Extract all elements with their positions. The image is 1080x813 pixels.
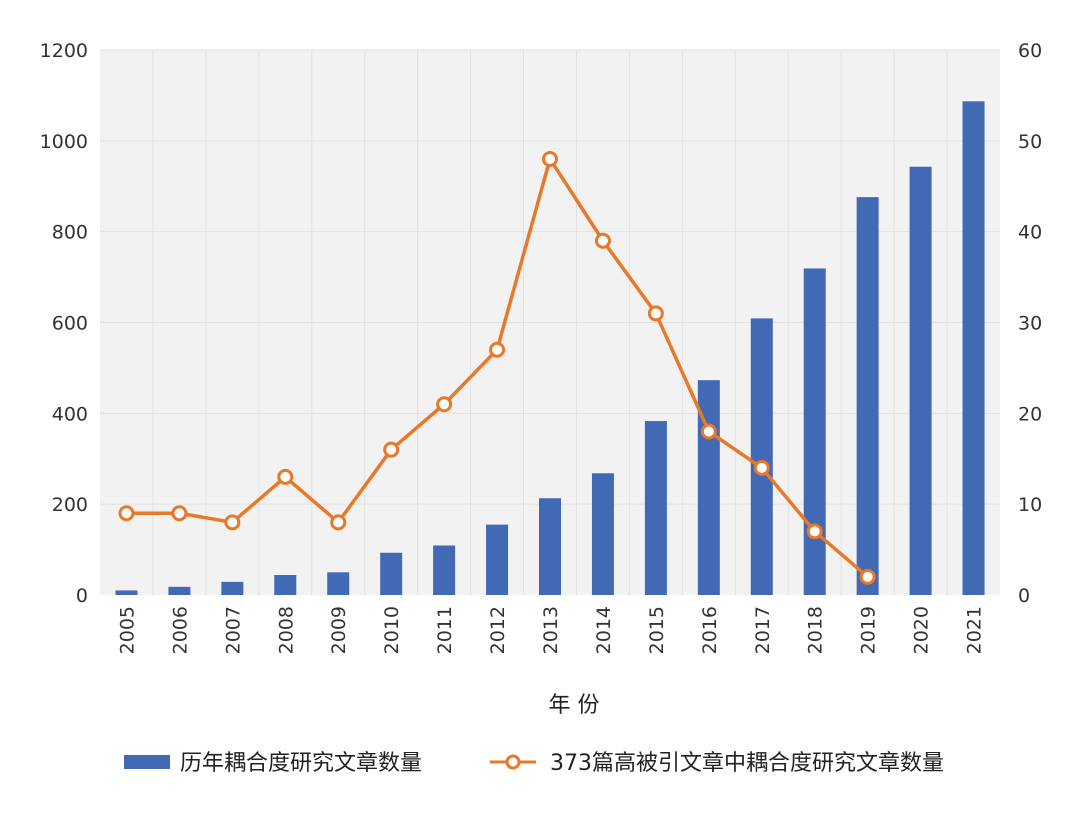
line-point [753, 459, 770, 476]
right-tick-label: 60 [1018, 40, 1042, 62]
line-point [700, 423, 717, 440]
line-point [542, 151, 558, 167]
left-tick-label: 0 [76, 585, 88, 607]
right-tick-label: 0 [1018, 585, 1030, 607]
x-tick-label: 2005 [116, 606, 138, 654]
line-series [118, 151, 876, 585]
right-tick-label: 30 [1018, 313, 1042, 335]
x-tick-label: 2015 [646, 606, 668, 654]
legend-line-marker [505, 754, 521, 770]
left-tick-label: 800 [52, 222, 88, 244]
bar [380, 552, 403, 595]
line-point [171, 505, 188, 522]
x-tick-label: 2013 [540, 606, 562, 654]
x-tick-label: 2012 [487, 606, 509, 654]
x-axis-ticks: 2005 2006 2007 2008 2009 2010 2011 2012 2013 2014… [116, 606, 985, 654]
left-axis-ticks: 0 200 400 600 800 1000 1200 [40, 40, 88, 607]
left-tick-label: 1000 [40, 131, 88, 153]
line-point [859, 568, 876, 585]
line-point [594, 232, 611, 249]
line-point [647, 305, 664, 322]
x-tick-label: 2019 [858, 606, 880, 654]
line-point [277, 468, 294, 485]
bar [539, 498, 561, 595]
bar [644, 421, 667, 595]
legend-line-label: 373篇高被引文章中耦合度研究文章数量 [550, 751, 944, 776]
right-tick-label: 20 [1018, 403, 1042, 425]
x-tick-label: 2011 [434, 606, 456, 654]
legend-bar-swatch [124, 755, 170, 769]
bar [856, 197, 879, 595]
line-point [806, 523, 823, 540]
legend-bar-label: 历年耦合度研究文章数量 [180, 751, 422, 776]
bar [962, 101, 985, 595]
x-tick-label: 2007 [222, 606, 244, 654]
x-tick-label: 2009 [328, 606, 350, 654]
left-tick-label: 600 [52, 313, 88, 335]
bar [909, 166, 932, 596]
bar [327, 572, 350, 595]
line-point [383, 441, 400, 458]
bar [168, 586, 191, 595]
x-tick-label: 2021 [964, 606, 986, 654]
x-axis-title: 年 份 [549, 693, 600, 718]
left-tick-label: 1200 [40, 40, 88, 62]
legend: 历年耦合度研究文章数量 373篇高被引文章中耦合度研究文章数量 [124, 751, 944, 776]
bar [486, 524, 509, 595]
line-point [118, 505, 135, 522]
x-tick-label: 2010 [381, 606, 403, 654]
line-point [224, 514, 241, 531]
line-point [330, 514, 347, 531]
x-tick-label: 2006 [169, 606, 191, 654]
line-point [436, 396, 453, 413]
bar-series [115, 101, 985, 596]
bar [115, 590, 138, 595]
x-tick-label: 2016 [699, 606, 721, 654]
bar [591, 473, 614, 595]
bar [433, 545, 456, 595]
x-tick-label: 2018 [805, 606, 827, 654]
x-tick-label: 2020 [911, 606, 933, 654]
right-tick-label: 50 [1018, 131, 1042, 153]
bar [750, 318, 773, 595]
x-tick-label: 2014 [593, 606, 615, 654]
bar [803, 268, 826, 595]
right-tick-label: 10 [1018, 494, 1042, 516]
bar [274, 575, 297, 595]
x-tick-label: 2008 [275, 606, 297, 654]
right-tick-label: 40 [1018, 222, 1042, 244]
grid-lines [100, 49, 1000, 595]
right-axis-ticks: 0 10 20 30 40 50 60 [1018, 40, 1042, 607]
bar [221, 581, 244, 595]
x-tick-label: 2017 [752, 606, 774, 654]
left-tick-label: 200 [52, 494, 88, 516]
line-point [489, 341, 506, 358]
left-tick-label: 400 [52, 403, 88, 425]
